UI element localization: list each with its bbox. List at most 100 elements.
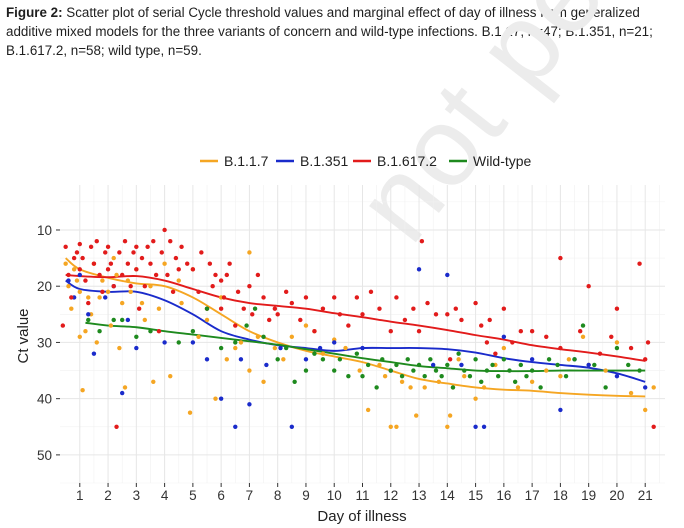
data-point-series-3: [298, 317, 303, 323]
data-point-series-3: [218, 278, 224, 283]
x-tick-label: 20: [609, 488, 624, 503]
data-point-series-2: [289, 424, 295, 429]
x-tick-label: 12: [383, 488, 398, 503]
data-point-series-1: [117, 345, 122, 351]
data-point-series-4: [538, 385, 543, 390]
data-point-series-3: [337, 312, 343, 317]
data-point-series-4: [233, 340, 238, 345]
x-tick-label: 7: [246, 488, 254, 503]
data-point-series-3: [320, 306, 326, 311]
data-point-series-2: [303, 357, 309, 362]
data-point-series-1: [643, 407, 648, 413]
data-point-series-3: [411, 306, 416, 311]
data-point-series-3: [247, 284, 252, 289]
smooth-line-series-3: [65, 274, 646, 362]
data-point-series-3: [80, 255, 85, 261]
data-points: [60, 227, 656, 429]
data-point-series-1: [128, 289, 133, 295]
y-tick-label: 20: [37, 279, 52, 294]
data-point-series-3: [651, 424, 656, 429]
data-point-series-3: [487, 317, 492, 323]
x-tick-label: 18: [553, 488, 568, 503]
data-point-series-2: [103, 295, 108, 300]
data-point-series-3: [213, 272, 218, 278]
data-point-series-3: [233, 323, 238, 328]
data-point-series-3: [447, 357, 453, 362]
data-point-series-3: [453, 306, 458, 311]
data-point-series-4: [218, 345, 224, 351]
data-point-series-4: [119, 317, 125, 323]
data-point-series-3: [479, 323, 484, 328]
data-point-series-1: [544, 368, 549, 373]
data-point-series-1: [119, 300, 125, 306]
data-point-series-4: [303, 368, 309, 373]
x-tick-label: 8: [274, 488, 282, 503]
data-point-series-1: [233, 345, 238, 351]
data-point-series-3: [125, 261, 131, 266]
data-point-series-1: [148, 284, 153, 289]
data-point-series-3: [558, 345, 563, 351]
data-point-series-2: [459, 362, 464, 368]
x-tick-label: 15: [468, 488, 483, 503]
data-point-series-4: [204, 306, 210, 311]
data-point-series-1: [580, 334, 586, 340]
gridlines: [60, 185, 665, 484]
data-point-series-2: [91, 351, 97, 356]
data-point-series-3: [190, 267, 196, 272]
data-point-series-4: [360, 373, 365, 379]
data-point-series-2: [481, 424, 487, 429]
data-point-series-1: [515, 385, 521, 390]
data-point-series-3: [227, 261, 232, 266]
data-point-series-3: [529, 328, 535, 334]
data-point-series-1: [365, 407, 371, 413]
x-tick-label: 19: [581, 488, 596, 503]
data-point-series-3: [114, 424, 119, 429]
data-point-series-3: [103, 250, 108, 255]
data-point-series-1: [343, 345, 348, 351]
data-point-series-3: [377, 306, 382, 311]
data-point-series-4: [479, 379, 484, 384]
data-point-series-4: [111, 317, 116, 323]
data-point-series-1: [456, 357, 461, 362]
data-point-series-3: [558, 255, 563, 261]
data-point-series-4: [572, 357, 577, 362]
data-point-series-2: [614, 373, 620, 379]
y-tick-label: 50: [37, 448, 52, 463]
data-point-series-1: [151, 379, 156, 384]
data-point-series-1: [69, 306, 74, 311]
data-point-series-1: [303, 323, 309, 328]
x-tick-label: 6: [217, 488, 225, 503]
data-point-series-3: [134, 244, 139, 250]
data-point-series-1: [320, 351, 326, 356]
data-point-series-2: [190, 340, 196, 345]
data-point-series-1: [80, 388, 85, 393]
data-point-series-1: [139, 300, 145, 306]
x-tick-label: 2: [104, 488, 112, 503]
data-point-series-3: [275, 312, 280, 317]
x-tick-label: 21: [638, 488, 653, 503]
data-point-series-3: [176, 267, 181, 272]
data-point-series-4: [190, 328, 196, 334]
data-point-series-3: [544, 334, 549, 340]
data-point-series-2: [125, 317, 131, 323]
data-point-series-3: [111, 284, 116, 289]
data-point-series-3: [69, 295, 74, 300]
data-point-series-1: [481, 385, 487, 390]
data-point-series-1: [213, 396, 218, 401]
data-point-series-1: [566, 357, 572, 362]
data-point-series-3: [153, 272, 159, 278]
data-point-series-4: [422, 373, 427, 379]
data-point-series-3: [136, 306, 142, 311]
data-point-series-3: [235, 289, 241, 295]
data-point-series-2: [501, 334, 507, 340]
data-point-series-4: [512, 379, 518, 384]
data-point-series-1: [77, 289, 82, 295]
data-point-series-3: [131, 250, 136, 255]
data-point-series-4: [97, 328, 102, 334]
data-point-series-4: [416, 362, 422, 368]
x-tick-label: 13: [412, 488, 427, 503]
y-tick-label: 40: [37, 392, 52, 407]
data-point-series-2: [473, 424, 478, 429]
data-point-series-2: [77, 272, 82, 278]
data-point-series-2: [278, 345, 283, 351]
